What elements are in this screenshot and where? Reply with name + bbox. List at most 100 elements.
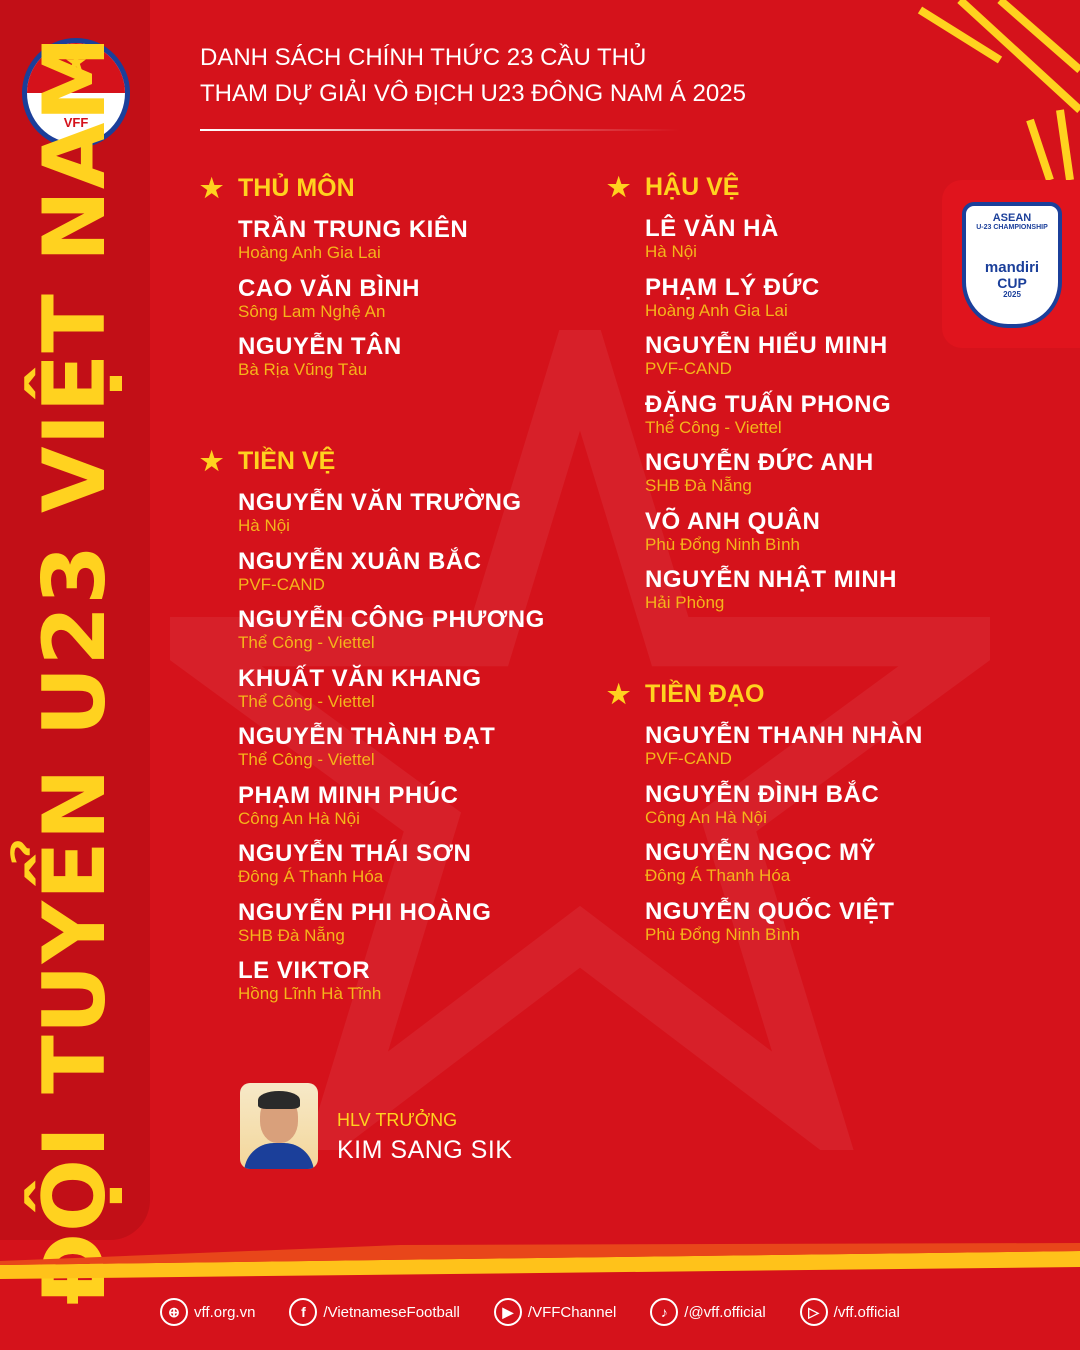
player-item: ĐẶNG TUẤN PHONG Thể Công - Viettel [645,389,897,448]
player-name: NGUYỄN THÀNH ĐẠT [238,723,496,750]
player-item: VÕ ANH QUÂN Phù Đổng Ninh Bình [645,506,897,565]
section-header: ★ TIỀN ĐẠO [607,679,923,709]
player-name: CAO VĂN BÌNH [238,274,421,302]
footer-link[interactable]: f/VietnameseFootball [289,1298,460,1326]
player-name: TRẦN TRUNG KIÊN [238,216,469,243]
footer-link-label: vff.org.vn [194,1303,256,1321]
star-icon: ★ [200,445,224,476]
player-name: NGUYỄN HIỂU MINH [645,332,888,359]
footer-link-label: /vff.official [833,1303,900,1321]
vff-logo-text: VFF [63,115,89,130]
asean-logo-line1: ASEAN [992,212,1032,224]
player-name: NGUYỄN QUỐC VIỆT [645,897,895,925]
star-icon: ★ [607,171,631,202]
player-club: Đông Á Thanh Hóa [645,866,791,885]
divider [200,129,680,131]
player-club: Đông Á Thanh Hóa [238,867,384,886]
asean-logo-line3: mandiri [984,259,1040,276]
player-club: Công An Hà Nội [238,808,360,828]
player-name: NGUYỄN PHI HOÀNG [238,898,492,926]
play-icon: ▷ [799,1298,828,1326]
player-item: NGUYỄN ĐỨC ANH SHB Đà Nẵng [645,447,897,506]
player-name: PHẠM MINH PHÚC [238,781,459,809]
player-name: NGUYỄN ĐÌNH BẮC [645,780,880,808]
player-club: Bà Rịa Vũng Tàu [238,360,368,379]
side-band [0,0,150,1240]
player-name: PHẠM LÝ ĐỨC [645,273,820,301]
player-item: NGUYỄN NHẬT MINH Hải Phòng [645,564,897,623]
player-club: PVF-CAND [238,574,325,594]
player-item: NGUYỄN PHI HOÀNG SHB Đà Nẵng [238,897,545,956]
asean-logo-line2: U-23 CHAMPIONSHIP [976,224,1048,231]
player-name: NGUYỄN VĂN TRƯỜNG [238,489,522,516]
player-name: NGUYỄN ĐỨC ANH [645,449,874,476]
player-name: NGUYỄN THANH NHÀN [645,722,923,749]
player-item: NGUYỄN QUỐC VIỆT Phù Đổng Ninh Bình [645,896,923,955]
player-item: CAO VĂN BÌNH Sông Lam Nghệ An [238,273,468,332]
section-title: TIỀN ĐẠO [645,679,765,708]
player-club: Thể Công - Viettel [645,417,782,437]
player-club: Hà Nội [645,242,697,261]
section-midfielders: ★ TIỀN VỆ NGUYỄN VĂN TRƯỜNG Hà Nội NGUYỄN XU… [200,446,545,1014]
asean-logo-line4: CUP [997,275,1027,291]
section-title: HẬU VỆ [645,172,740,201]
side-title: ĐỘI TUYỂN U23 VIỆT NAM [25,34,125,1306]
player-club: PVF-CAND [645,749,732,768]
footer-link[interactable]: ♪ /@vff.official [650,1298,766,1326]
star-icon: ★ [607,678,631,709]
player-item: KHUẤT VĂN KHANG Thể Công - Viettel [238,663,545,722]
player-item: NGUYỄN HIỂU MINH PVF-CAND [645,330,897,389]
player-item: TRẦN TRUNG KIÊN Hoàng Anh Gia Lai [238,214,468,273]
player-name: NGUYỄN CÔNG PHƯƠNG [238,606,545,633]
player-name: NGUYỄN XUÂN BẮC [238,547,482,575]
player-club: Công An Hà Nội [645,807,767,827]
footer-link[interactable]: ▶ /VFFChannel [493,1298,617,1326]
facebook-icon: f [289,1298,318,1326]
player-club: Hồng Lĩnh Hà Tĩnh [238,984,382,1003]
player-item: LÊ VĂN HÀ Hà Nội [645,213,897,272]
star-icon: ★ [64,47,88,77]
coach-name: KIM SANG SIK [337,1136,513,1164]
player-name: NGUYỄN TÂN [238,333,402,360]
player-club: SHB Đà Nẵng [645,476,752,495]
decorative-stripes [917,0,1080,180]
player-item: PHẠM LÝ ĐỨC Hoàng Anh Gia Lai [645,272,897,331]
section-header: ★ TIỀN VỆ [200,446,545,476]
background-star [170,330,990,1150]
player-club: Hải Phòng [645,593,725,612]
asean-cup-logo: ASEAN U-23 CHAMPIONSHIP mandiri CUP 2025 [942,180,1080,348]
player-name: LE VIKTOR [238,957,371,984]
player-item: NGUYỄN THANH NHÀN PVF-CAND [645,720,923,779]
player-club: Phù Đổng Ninh Bình [645,534,800,554]
footer-link-label: /@vff.official [684,1303,766,1321]
footer-links: ⊕ vff.org.vn f/VietnameseFootball ▶ /VFFChan… [160,1298,900,1326]
section-defenders: ★ HẬU VỆ LÊ VĂN HÀ Hà Nội PHẠM LÝ ĐỨC Hoàng A… [607,172,897,623]
player-name: KHUẤT VĂN KHANG [238,664,482,692]
footer-link[interactable]: ⊕ vff.org.vn [160,1298,255,1326]
player-name: ĐẶNG TUẤN PHONG [645,390,892,418]
headline-line-1: DANH SÁCH CHÍNH THỨC 23 CẦU THỦ [200,44,647,71]
section-title: TIỀN VỆ [238,446,336,475]
player-item: NGUYỄN VĂN TRƯỜNG Hà Nội [238,487,545,546]
player-name: NGUYỄN NGỌC MỸ [645,839,877,866]
player-club: Phù Đổng Ninh Bình [645,924,800,944]
section-title: THỦ MÔN [238,173,355,202]
player-name: NGUYỄN NHẬT MINH [645,566,897,593]
footer-link-label: /VietnameseFootball [323,1303,460,1321]
footer-link-label: /VFFChannel [527,1303,617,1321]
headline: DANH SÁCH CHÍNH THỨC 23 CẦU THỦ THAM DỰ … [200,40,746,112]
section-header: ★ THỦ MÔN [200,173,468,203]
player-club: Hoàng Anh Gia Lai [645,300,788,320]
player-item: NGUYỄN XUÂN BẮC PVF-CAND [238,546,545,605]
vff-logo: ★ VFF [22,38,130,148]
player-item: PHẠM MINH PHÚC Công An Hà Nội [238,780,545,839]
footer-link[interactable]: ▷ /vff.official [799,1298,900,1326]
coach-title: HLV TRƯỞNG [337,1110,458,1130]
player-club: Thể Công - Viettel [238,750,375,769]
player-club: Thể Công - Viettel [238,691,375,711]
player-club: Hoàng Anh Gia Lai [238,243,381,262]
globe-icon: ⊕ [160,1298,188,1326]
headline-line-2: THAM DỰ GIẢI VÔ ĐỊCH U23 ĐÔNG NAM Á 2025 [200,80,746,107]
player-item: NGUYỄN NGỌC MỸ Đông Á Thanh Hóa [645,837,923,896]
section-goalkeepers: ★ THỦ MÔN TRẦN TRUNG KIÊN Hoàng Anh Gia Lai… [200,173,468,390]
